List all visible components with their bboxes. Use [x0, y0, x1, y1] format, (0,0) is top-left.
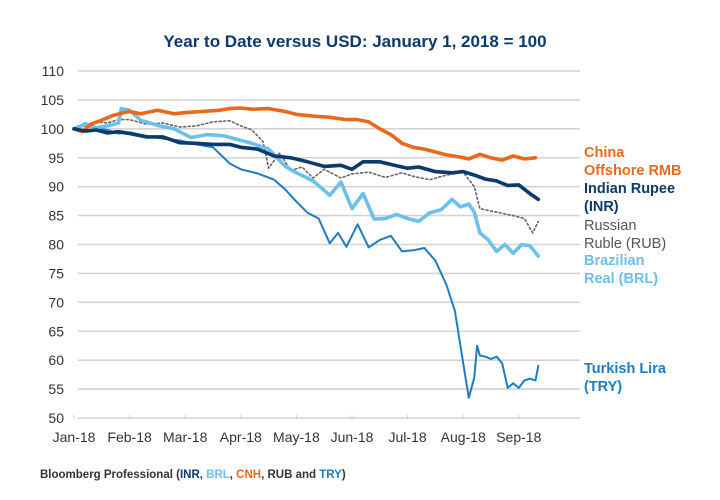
series-line-indian-rupee-inr — [72, 127, 541, 202]
source-prefix: Bloomberg Professional ( — [40, 469, 180, 481]
source-note: Bloomberg Professional (INR, BRL, CNH, R… — [40, 469, 346, 481]
y-axis: 110 105 100 95 90 85 80 75 70 65 60 55 50 — [41, 63, 65, 426]
gridlines — [78, 70, 580, 419]
source-part: ) — [341, 469, 346, 481]
x-tick-label: Feb-18 — [107, 429, 152, 445]
y-tick-label: 105 — [41, 92, 65, 108]
x-tick-label: Jun-18 — [331, 429, 374, 445]
legend-label: (TRY) — [584, 379, 622, 395]
legend-label: Turkish Lira — [584, 361, 667, 377]
y-tick-label: 90 — [48, 179, 64, 195]
chart-title: Year to Date versus USD: January 1, 2018… — [163, 32, 546, 51]
x-tick-label: Jul-18 — [389, 429, 427, 445]
y-tick-label: 50 — [48, 410, 64, 426]
x-tick-label: Aug-18 — [441, 429, 486, 445]
source-part: BRL — [206, 469, 230, 481]
legend-label: China — [584, 145, 625, 161]
series-line-brazilian-real-brl — [72, 106, 541, 258]
legend-label: Indian Rupee — [584, 181, 675, 197]
legend-label: Offshore RMB — [584, 163, 681, 179]
legend-label: Russian — [584, 218, 636, 234]
legend-label: Brazilian — [584, 253, 644, 269]
y-tick-label: 100 — [41, 121, 65, 137]
y-tick-label: 65 — [48, 323, 64, 339]
y-tick-label: 60 — [48, 352, 64, 368]
x-tick-label: May-18 — [273, 429, 320, 445]
y-tick-label: 95 — [48, 150, 64, 166]
source-part: CNH — [236, 469, 262, 481]
x-tick-label: Apr-18 — [220, 429, 262, 445]
source-part: , RUB and — [261, 469, 320, 481]
y-tick-label: 85 — [48, 208, 64, 224]
legend: China Offshore RMB Indian Rupee (INR) Russia… — [584, 145, 681, 395]
source-part: , — [229, 469, 237, 481]
x-tick-label: Jan-18 — [53, 429, 96, 445]
x-tick-label: Mar-18 — [163, 429, 208, 445]
y-tick-label: 70 — [48, 294, 64, 310]
y-tick-label: 80 — [48, 237, 64, 253]
legend-label: Real (BRL) — [584, 271, 658, 287]
series-line-turkish-lira-try — [73, 122, 540, 399]
y-tick-label: 110 — [42, 63, 65, 79]
y-tick-label: 55 — [48, 381, 64, 397]
x-tick-label: Sep-18 — [496, 429, 541, 445]
source-part: INR — [179, 469, 200, 481]
legend-label: Ruble (RUB) — [584, 236, 666, 252]
x-axis: Jan-18 Feb-18 Mar-18 Apr-18 May-18 Jun-18 Jul-… — [53, 415, 542, 445]
series-line-china-offshore-rmb — [72, 106, 538, 162]
legend-label: (INR) — [584, 199, 619, 215]
source-part: TRY — [319, 469, 342, 481]
y-tick-label: 75 — [48, 265, 64, 281]
series-lines — [72, 106, 541, 399]
source-part: , — [199, 469, 207, 481]
